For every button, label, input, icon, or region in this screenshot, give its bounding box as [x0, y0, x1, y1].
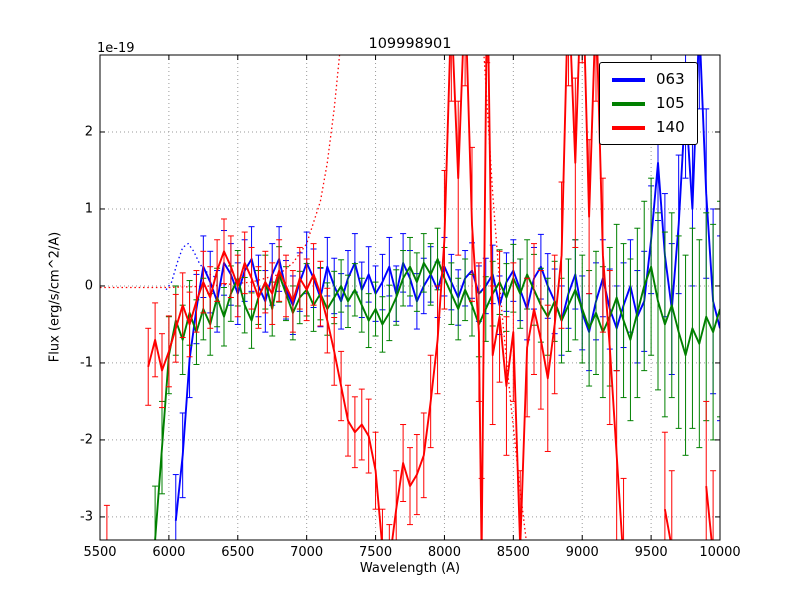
svg-text:6000: 6000 [152, 545, 185, 560]
y-axis-offset-label: 1e-19 [97, 41, 135, 56]
svg-text:2: 2 [85, 124, 93, 139]
svg-text:-2: -2 [80, 432, 93, 447]
legend: 063 105 140 [599, 62, 698, 145]
legend-entry-105: 105 [612, 96, 685, 111]
svg-text:0: 0 [85, 278, 93, 293]
legend-entry-140: 140 [612, 120, 685, 135]
svg-text:-3: -3 [80, 509, 93, 524]
svg-text:1: 1 [85, 201, 93, 216]
svg-text:7000: 7000 [290, 545, 323, 560]
svg-text:-1: -1 [80, 355, 93, 370]
legend-label: 140 [656, 118, 685, 136]
legend-label: 105 [656, 94, 685, 112]
legend-entry-063: 063 [612, 72, 685, 87]
y-axis-label: Flux (erg/s/cm^2/A) [47, 231, 63, 363]
svg-text:8500: 8500 [497, 545, 530, 560]
legend-line-red [612, 125, 645, 130]
legend-line-green [612, 101, 645, 106]
svg-text:9500: 9500 [635, 545, 668, 560]
svg-text:7500: 7500 [359, 545, 392, 560]
legend-line-blue [612, 77, 645, 82]
x-axis-label: Wavelength (A) [359, 561, 461, 576]
svg-text:10000: 10000 [699, 545, 740, 560]
svg-text:8000: 8000 [428, 545, 461, 560]
plot-title: 109998901 [368, 36, 452, 52]
svg-text:6500: 6500 [221, 545, 254, 560]
svg-text:5500: 5500 [83, 545, 116, 560]
legend-label: 063 [656, 70, 685, 88]
svg-text:9000: 9000 [566, 545, 599, 560]
